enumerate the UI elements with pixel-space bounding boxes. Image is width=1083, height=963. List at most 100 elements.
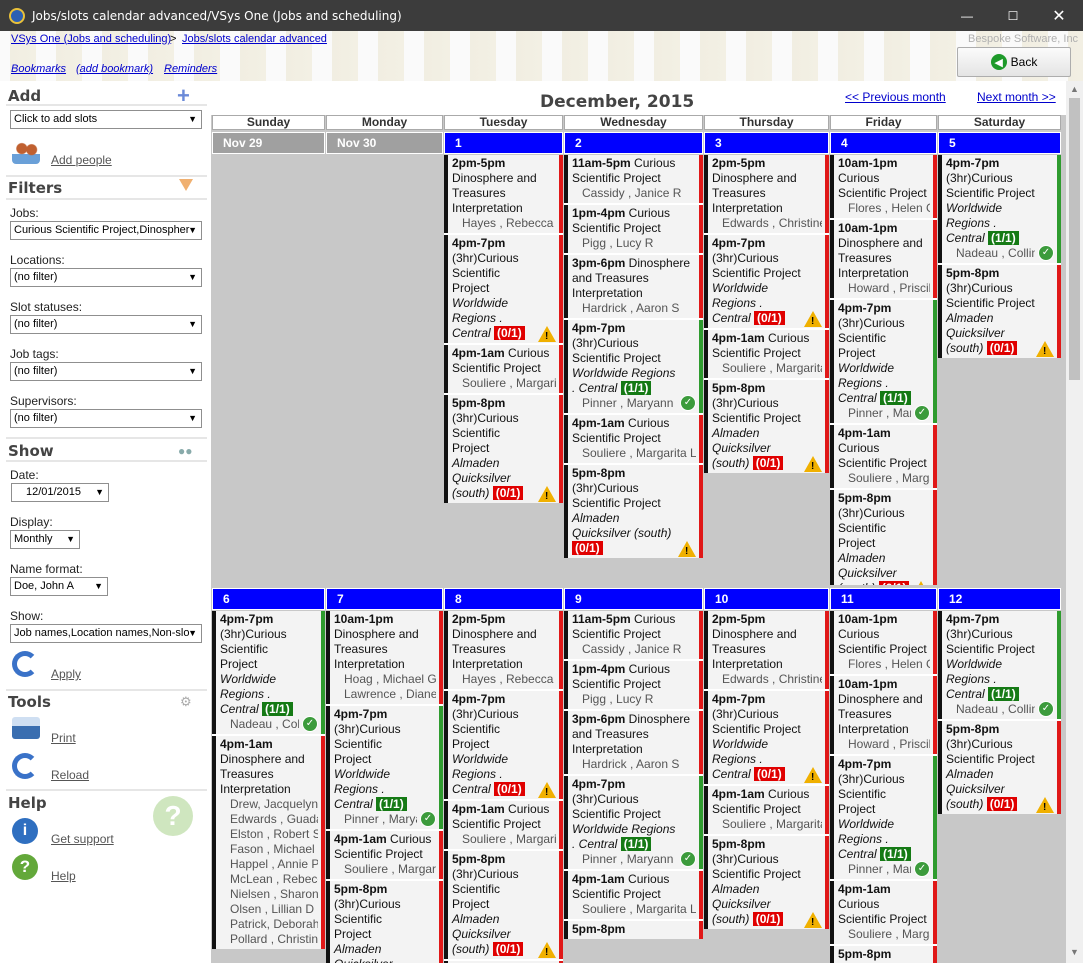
event-slot[interactable]: 4pm-7pm (3hr)Curious Scientific Project … [830,756,937,879]
day-cell-nov-29[interactable] [212,155,325,585]
worker-name[interactable]: Pinner , Maryann [582,852,674,866]
event-slot[interactable]: 4pm-1am Curious Scientific Project Soulie… [444,801,563,849]
worker-name[interactable]: Patrick, Deborah [230,917,318,931]
help-link[interactable]: Help [51,869,76,883]
event-slot[interactable]: 3pm-6pm Dinosphere and Treasures Interpr… [564,711,703,774]
worker-name[interactable]: Souliere , Margari [344,862,436,876]
day-header-10[interactable]: 10 [704,588,829,610]
event-slot[interactable]: 4pm-1am Curious Scientific Project Soulie… [326,831,443,879]
worker-name[interactable]: Howard , Priscilla [848,281,930,295]
day-cell-3[interactable]: 2pm-5pm Dinosphere and Treasures Interpr… [704,155,829,585]
minimize-button[interactable]: — [961,8,973,23]
day-header-7[interactable]: 7 [326,588,443,610]
event-slot[interactable]: 5pm-8pm (3hr)Curious Scientific Project … [938,265,1061,358]
worker-name[interactable]: Edwards , Guada [230,812,318,826]
event-slot[interactable]: 11am-5pm Curious Scientific Project Cassi… [564,155,703,203]
day-header-9[interactable]: 9 [564,588,703,610]
event-slot[interactable]: 4pm-7pm (3hr)Curious Scientific Project … [444,235,563,343]
day-header-1[interactable]: 1 [444,132,563,154]
locations-select[interactable]: (no filter) ▼ [10,268,202,287]
next-month-link[interactable]: Next month >> [977,90,1056,104]
worker-name[interactable]: Cassidy , Janice R [582,642,682,656]
event-slot[interactable]: 4pm-1am Curious Scientific Project Soulie… [704,786,829,834]
worker-name[interactable]: Drew, Jacquelyn [230,797,318,811]
worker-name[interactable]: Fason , Michael F [230,842,318,856]
day-cell-11[interactable]: 10am-1pm Curious Scientific Project Flore… [830,611,937,963]
event-slot[interactable]: 5pm-8pm (3hr)Curious Scientific Project … [938,721,1061,814]
event-slot[interactable]: 4pm-1am Curious Scientific Project Soulie… [564,415,703,463]
event-slot[interactable]: 4pm-7pm (3hr)Curious Scientific Project … [564,320,703,413]
event-slot[interactable]: 2pm-5pm Dinosphere and Treasures Interpr… [444,611,563,689]
event-slot[interactable]: 11am-5pm Curious Scientific Project Cassi… [564,611,703,659]
worker-name[interactable]: Happel , Annie P [230,857,318,871]
event-slot[interactable]: 4pm-7pm (3hr)Curious Scientific Project … [444,691,563,799]
day-cell-10[interactable]: 2pm-5pm Dinosphere and Treasures Interpr… [704,611,829,963]
event-slot[interactable]: 10am-1pm Dinosphere and Treasures Interp… [326,611,443,704]
day-cell-4[interactable]: 10am-1pm Curious Scientific Project Flore… [830,155,937,585]
previous-month-link[interactable]: << Previous month [845,90,946,104]
day-cell-6[interactable]: 4pm-7pm (3hr)Curious Scientific Project … [212,611,325,963]
day-header-nov-30[interactable]: Nov 30 [326,132,443,154]
breadcrumb-current-link[interactable]: Jobs/slots calendar advanced [182,33,327,45]
event-slot[interactable]: 4pm-1am Curious Scientific Project Soulie… [830,425,937,488]
worker-name[interactable]: Souliere , Margarita [722,817,822,831]
day-cell-7[interactable]: 10am-1pm Dinosphere and Treasures Interp… [326,611,443,963]
add-slots-select[interactable]: Click to add slots ▼ [10,110,202,129]
day-header-2[interactable]: 2 [564,132,703,154]
worker-name[interactable]: Flores , Helen G [848,201,930,215]
event-slot[interactable]: 5pm-8pm (3hr)Curious Scientific Project … [444,395,563,503]
worker-name[interactable]: Lawrence , Diane [344,687,436,701]
day-header-12[interactable]: 12 [938,588,1061,610]
day-cell-8[interactable]: 2pm-5pm Dinosphere and Treasures Interpr… [444,611,563,963]
slot-statuses-select[interactable]: (no filter) ▼ [10,315,202,334]
scroll-up-icon[interactable]: ▲ [1070,84,1079,94]
worker-name[interactable]: Souliere , Marga [848,927,930,941]
jobs-select[interactable]: Curious Scientific Project,Dinospher ▼ [10,221,202,240]
scroll-down-icon[interactable]: ▼ [1070,947,1079,957]
event-slot[interactable]: 10am-1pm Dinosphere and Treasures Interp… [830,676,937,754]
event-slot[interactable]: 4pm-1am Curious Scientific Project Soulie… [704,330,829,378]
name-format-select[interactable]: Doe, John A ▼ [10,577,108,596]
get-support-link[interactable]: Get support [51,832,114,846]
worker-name[interactable]: Nadeau , Collin D [956,246,1035,260]
event-slot[interactable]: 5pm-8pm [830,946,937,963]
worker-name[interactable]: Souliere , Margarita L [582,902,696,916]
reminders-link[interactable]: Reminders [164,63,218,75]
worker-name[interactable]: Souliere , Margarita L [582,446,696,460]
event-slot[interactable]: 4pm-7pm (3hr)Curious Scientific Project … [704,691,829,784]
event-slot[interactable]: 4pm-1am Curious Scientific Project Soulie… [444,345,563,393]
worker-name[interactable]: Howard , Priscilla [848,737,930,751]
worker-name[interactable]: Flores , Helen G [848,657,930,671]
worker-name[interactable]: Pinner , Maryann [582,396,674,410]
worker-name[interactable]: Elston , Robert S [230,827,318,841]
worker-name[interactable]: Souliere , Marga [848,471,930,485]
event-slot[interactable]: 5pm-8pm (3hr)Curious Scientific Project … [704,380,829,473]
worker-name[interactable]: Pigg , Lucy R [582,692,654,706]
worker-name[interactable]: Pinner , Maryann [344,812,417,826]
bookmarks-link[interactable]: Bookmarks [11,63,67,75]
worker-name[interactable]: McLean , Rebecca [230,872,318,886]
event-slot[interactable]: 4pm-7pm (3hr)Curious Scientific Project … [938,611,1061,719]
event-slot[interactable]: 2pm-5pm Dinosphere and Treasures Interpr… [704,155,829,233]
supervisors-select[interactable]: (no filter) ▼ [10,409,202,428]
event-slot[interactable]: 4pm-7pm (3hr)Curious Scientific Project … [326,706,443,829]
job-tags-select[interactable]: (no filter) ▼ [10,362,202,381]
event-slot[interactable]: 5pm-8pm (3hr)Curious Scientific Project … [444,851,563,959]
worker-name[interactable]: Nielsen , Sharon [230,887,318,901]
worker-name[interactable]: Hardrick , Aaron S [582,301,680,315]
add-bookmark-link[interactable]: (add bookmark) [76,63,154,75]
worker-name[interactable]: Hoag , Michael G [344,672,436,686]
show-select[interactable]: Job names,Location names,Non-slo ▼ [10,624,202,643]
worker-name[interactable]: Edwards , Christine [722,672,822,686]
worker-name[interactable]: Souliere , Margarita [462,376,556,390]
event-slot[interactable]: 10am-1pm Dinosphere and Treasures Interp… [830,220,937,298]
worker-name[interactable]: Nadeau , Collin D [956,702,1035,716]
event-slot[interactable]: 5pm-8pm (3hr)Curious Scientific Project … [830,490,937,585]
back-button[interactable]: ◀ Back [957,47,1071,77]
event-slot[interactable]: 1pm-4pm Curious Scientific Project Pigg ,… [564,661,703,709]
event-slot[interactable]: 2pm-5pm Dinosphere and Treasures Interpr… [704,611,829,689]
worker-name[interactable]: Olsen , Lillian D [230,902,315,916]
day-header-8[interactable]: 8 [444,588,563,610]
worker-name[interactable]: Hayes , Rebecca A [462,672,556,686]
day-cell-1[interactable]: 2pm-5pm Dinosphere and Treasures Interpr… [444,155,563,585]
